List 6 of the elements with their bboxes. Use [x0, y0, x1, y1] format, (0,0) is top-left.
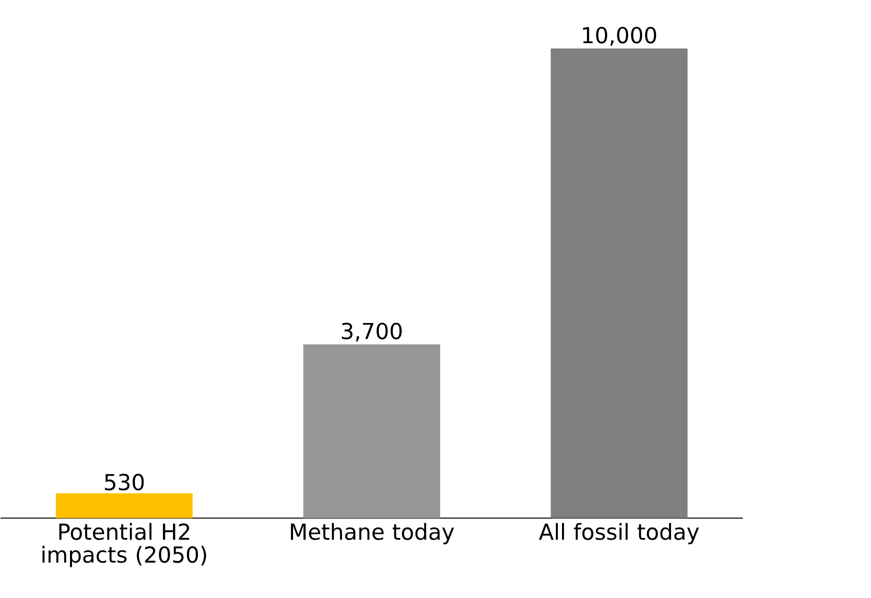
- x-tick-label: Potential H2 impacts (2050): [42, 523, 206, 568]
- x-tick-label: All fossil today: [538, 523, 699, 544]
- x-tick-label: Methane today: [290, 523, 454, 544]
- data-label: 530: [104, 474, 144, 491]
- data-label: 3,700: [342, 322, 402, 342]
- data-label: 10,000: [583, 27, 656, 46]
